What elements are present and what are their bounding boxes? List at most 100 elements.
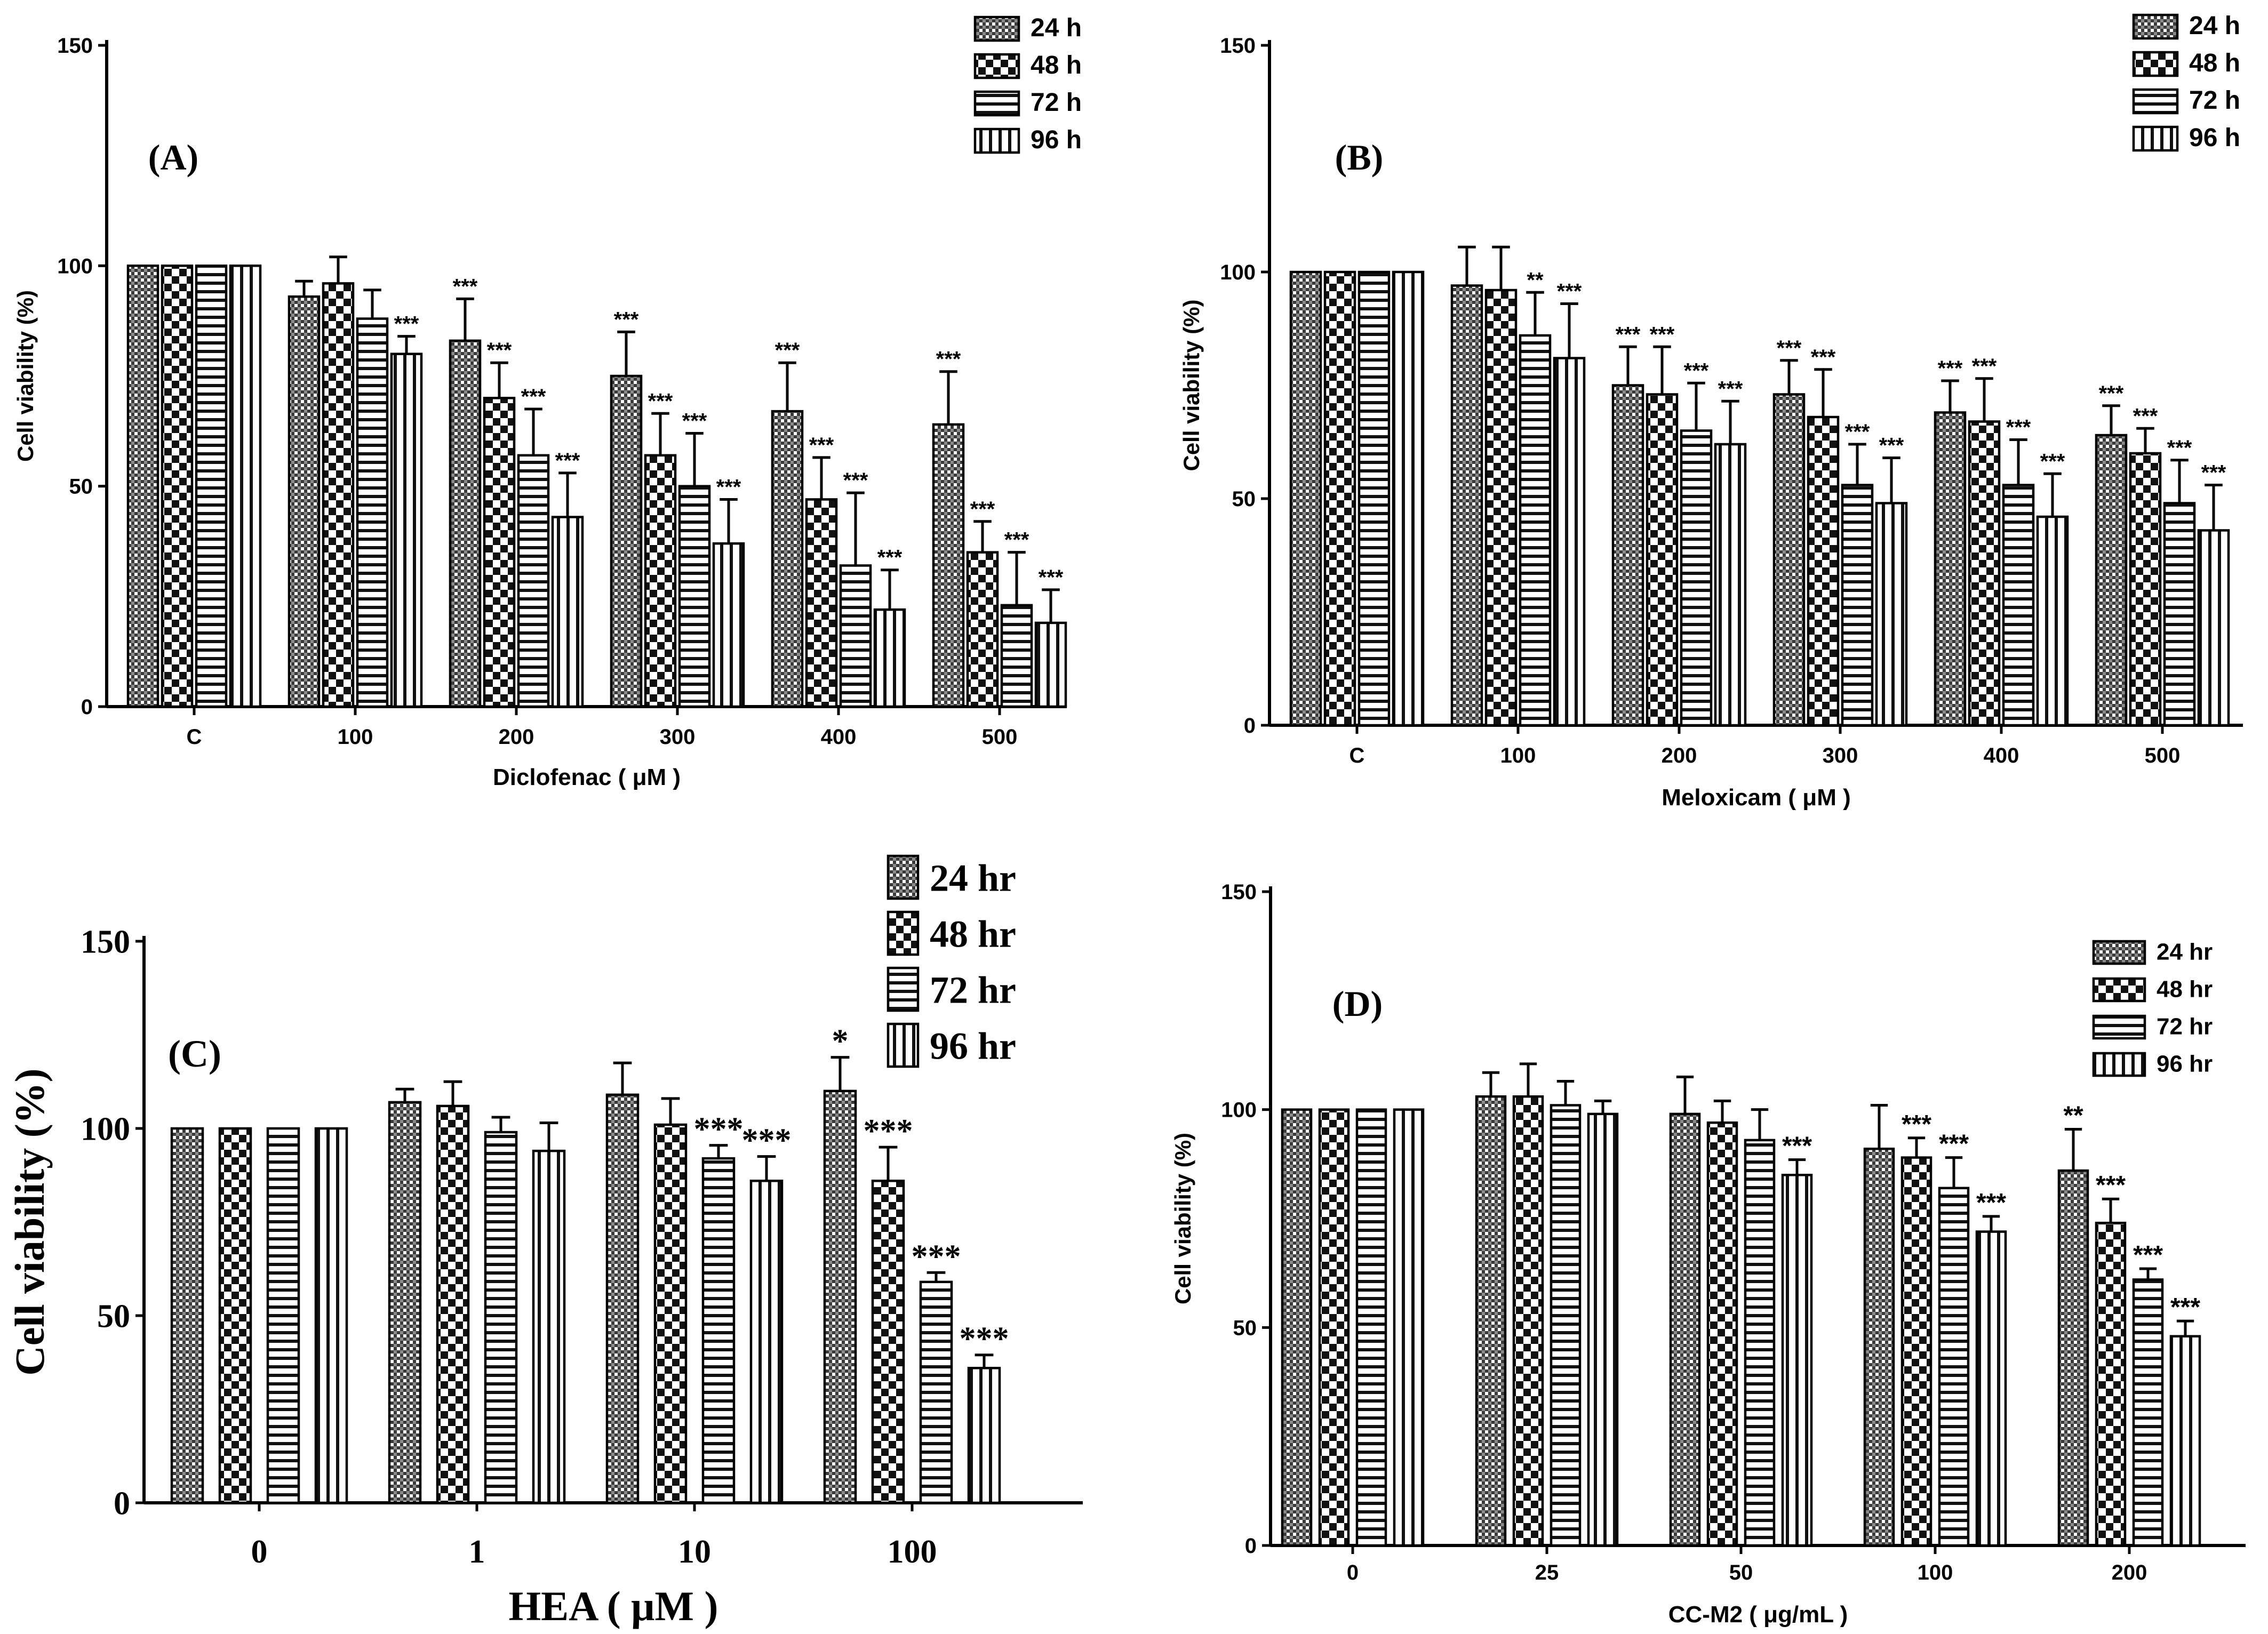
legend-label: 48 hr bbox=[2157, 976, 2213, 1002]
bar-72-h-400 bbox=[839, 564, 872, 708]
legend-swatch bbox=[887, 910, 920, 956]
x-tick-label: 100 bbox=[888, 1534, 937, 1570]
y-tick-label: 0 bbox=[1245, 1534, 1257, 1558]
y-tick-label: 150 bbox=[1221, 880, 1257, 904]
bar-72-hr-10 bbox=[701, 1157, 736, 1504]
y-tick-label: 50 bbox=[1233, 1316, 1257, 1340]
legend-swatch bbox=[2092, 977, 2146, 1003]
significance-label: *** bbox=[2167, 436, 2192, 460]
panel-b-chart: 0 50 100 150 Cell viability (%) Meloxicam ( μ… bbox=[1179, 12, 2243, 811]
significance-label: *** bbox=[1616, 323, 1641, 346]
significance-label: *** bbox=[487, 339, 512, 362]
legend-label: 24 h bbox=[1031, 14, 1082, 42]
bar-72-h-200 bbox=[517, 454, 550, 708]
y-axis-title: Cell viability (%) bbox=[1170, 1133, 1195, 1304]
significance-label: *** bbox=[960, 1321, 1009, 1357]
significance-label: *** bbox=[912, 1238, 961, 1275]
y-tick-label: 150 bbox=[1220, 34, 1256, 58]
bar-24-hr-100 bbox=[1863, 1147, 1895, 1547]
significance-label: *** bbox=[521, 385, 546, 408]
bar-24-h-400 bbox=[1934, 411, 1967, 727]
bar-72-hr-25 bbox=[1550, 1104, 1582, 1547]
bar-72-h-C bbox=[195, 265, 228, 708]
bar-96-h-C bbox=[229, 265, 262, 708]
significance-label: *** bbox=[970, 498, 995, 521]
bar-96-h-300 bbox=[712, 542, 745, 708]
bar-48-h-500 bbox=[966, 551, 999, 708]
bar-72-h-100 bbox=[356, 317, 389, 708]
legend-swatch bbox=[973, 90, 1020, 117]
legend-swatch bbox=[887, 966, 920, 1012]
significance-label: *** bbox=[1004, 528, 1029, 552]
bar-96-h-C bbox=[1392, 270, 1425, 727]
y-tick-label: 0 bbox=[1244, 714, 1256, 738]
bar-72-h-200 bbox=[1680, 429, 1713, 727]
y-tick-label: 100 bbox=[1221, 1099, 1257, 1122]
y-tick-label: 50 bbox=[1232, 487, 1256, 511]
panel-a-chart: 0 50 100 150 Cell viability (%) Diclofenac ( … bbox=[13, 14, 1082, 790]
bar-96-h-500 bbox=[2197, 529, 2230, 727]
x-tick-label: 200 bbox=[2112, 1561, 2147, 1584]
legend-swatch bbox=[887, 1022, 920, 1068]
bar-24-h-300 bbox=[1772, 393, 1806, 727]
significance-label: *** bbox=[1684, 359, 1709, 382]
bar-96-hr-200 bbox=[2169, 1335, 2201, 1547]
bar-48-h-100 bbox=[1484, 289, 1518, 727]
bar-96-hr-0 bbox=[1393, 1108, 1425, 1547]
significance-label: *** bbox=[936, 348, 961, 371]
bar-72-hr-0 bbox=[1355, 1108, 1387, 1547]
y-tick-label: 150 bbox=[57, 34, 93, 58]
legend-label: 96 hr bbox=[2157, 1051, 2213, 1077]
significance-label: *** bbox=[614, 308, 639, 331]
panel-label: (A) bbox=[148, 137, 198, 178]
significance-label: *** bbox=[2096, 1171, 2126, 1199]
y-tick-label: 150 bbox=[81, 924, 130, 960]
x-tick-label: 50 bbox=[1729, 1561, 1753, 1584]
legend-label: 48 h bbox=[2189, 49, 2240, 77]
bar-72-hr-200 bbox=[2132, 1278, 2164, 1547]
bar-48-h-100 bbox=[322, 282, 355, 708]
bar-24-hr-100 bbox=[823, 1090, 857, 1504]
significance-label: *** bbox=[2170, 1293, 2200, 1321]
panel-label: (C) bbox=[168, 1032, 221, 1075]
significance-label: *** bbox=[1650, 323, 1675, 346]
significance-label: *** bbox=[394, 313, 419, 336]
bar-72-h-400 bbox=[2002, 484, 2035, 727]
legend-label: 24 h bbox=[2189, 12, 2240, 40]
bar-72-hr-0 bbox=[266, 1127, 300, 1504]
significance-label: *** bbox=[682, 409, 707, 432]
bar-96-hr-10 bbox=[749, 1180, 784, 1504]
significance-label: ** bbox=[2063, 1101, 2083, 1130]
legend-swatch bbox=[973, 127, 1020, 154]
bar-24-h-200 bbox=[449, 339, 482, 708]
x-tick-label: 100 bbox=[1500, 744, 1536, 767]
bar-96-h-400 bbox=[873, 608, 906, 708]
significance-label: ** bbox=[1527, 268, 1544, 292]
bar-72-hr-100 bbox=[919, 1280, 953, 1504]
bar-96-h-100 bbox=[1553, 357, 1586, 727]
legend-swatch bbox=[2132, 125, 2179, 152]
bar-24-hr-0 bbox=[1281, 1108, 1313, 1547]
bar-48-hr-200 bbox=[2095, 1221, 2127, 1547]
legend-label: 72 hr bbox=[2157, 1013, 2213, 1039]
legend-label: 72 h bbox=[1031, 89, 1082, 117]
bar-48-hr-1 bbox=[436, 1104, 470, 1504]
bar-72-h-300 bbox=[1841, 484, 1874, 727]
legend-label: 48 h bbox=[1031, 51, 1082, 79]
significance-label: *** bbox=[1972, 355, 1997, 378]
legend-swatch bbox=[2092, 1052, 2146, 1077]
significance-label: *** bbox=[742, 1123, 792, 1159]
panel-label: (B) bbox=[1335, 137, 1384, 178]
y-tick-label: 50 bbox=[69, 475, 93, 499]
x-tick-label: 1 bbox=[469, 1534, 485, 1570]
significance-label: *** bbox=[877, 546, 903, 570]
bar-48-h-200 bbox=[1646, 393, 1679, 727]
bar-24-h-200 bbox=[1611, 384, 1644, 727]
legend-swatch bbox=[887, 854, 920, 900]
bar-24-hr-1 bbox=[388, 1101, 422, 1504]
x-tick-label: C bbox=[1349, 744, 1365, 767]
bar-96-h-100 bbox=[390, 353, 423, 708]
significance-label: *** bbox=[648, 389, 673, 413]
x-tick-label: 25 bbox=[1535, 1561, 1559, 1584]
